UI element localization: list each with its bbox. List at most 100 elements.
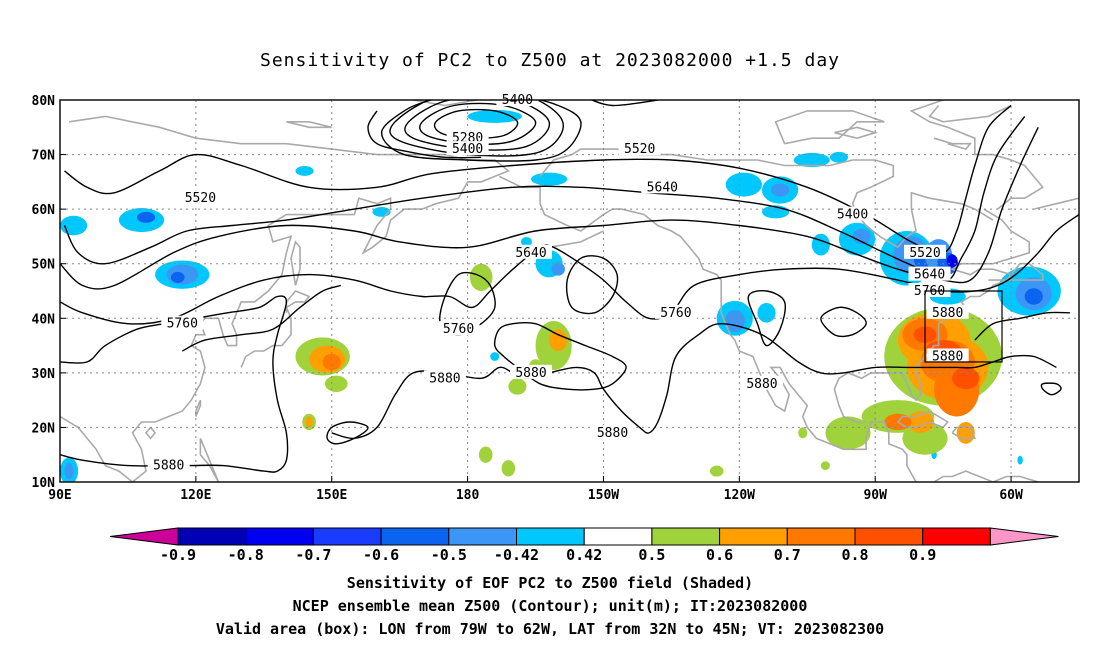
contour-label-bg: [831, 206, 874, 221]
lat-label: 30N: [32, 367, 56, 382]
coastline: [286, 121, 332, 129]
contour-label-bg: [446, 141, 489, 156]
contour-line: [60, 295, 289, 473]
coastline: [1033, 197, 1079, 210]
coastline: [195, 399, 202, 417]
shading-blob: [820, 461, 830, 470]
contour-label: 5880: [429, 371, 460, 386]
latitude-labels: 80N 70N 60N 50N 40N 30N 20N 10N: [32, 94, 66, 491]
contour-label-bg: [496, 92, 539, 106]
colorbar-segment: [583, 527, 653, 546]
contour-label: 5880: [597, 426, 628, 441]
lat-label: 60N: [32, 203, 56, 218]
shading-blob: [551, 262, 565, 276]
shading-blob: [490, 352, 500, 361]
contour-label: 5520: [909, 246, 940, 261]
shading-blob: [725, 172, 762, 197]
colorbar-label: 0.42: [566, 546, 602, 564]
contour-label-bg: [908, 283, 951, 297]
colorbar-label: -0.5: [431, 546, 467, 564]
coastline: [847, 208, 1030, 402]
coastline: [240, 290, 311, 368]
contour-line: [493, 321, 627, 391]
contour-line: [1040, 382, 1062, 396]
contour-label: 5640: [914, 268, 945, 283]
coastline: [60, 115, 510, 482]
contour-label-bg: [179, 190, 222, 205]
shading-blob: [531, 172, 568, 186]
z500-contours: [60, 100, 1079, 473]
lon-label: 150E: [316, 488, 347, 503]
lon-label: 90E: [48, 488, 71, 503]
lat-label: 10N: [32, 476, 56, 491]
contour-label-bg: [618, 141, 661, 156]
contour-line: [326, 421, 369, 445]
colorbar-left-arrow: [109, 527, 179, 546]
contour-line: [63, 115, 1026, 282]
colorbar-segment: [516, 527, 585, 546]
contour-label: 5880: [746, 377, 777, 392]
shading-blob: [501, 460, 516, 477]
contour-label-bg: [926, 348, 969, 363]
shading-blob: [952, 367, 980, 390]
contour-label-bg: [641, 179, 684, 194]
colorbar: -0.9 -0.8 -0.7 -0.6 -0.5 -0.42 0.42 0.5 0.6 0.7 0.…: [109, 527, 1059, 564]
colorbar-label: -0.9: [160, 546, 196, 564]
colorbar-segment: [380, 527, 450, 546]
coastline: [834, 126, 878, 140]
coastline: [290, 240, 301, 286]
shading-blob: [60, 215, 88, 236]
colorbar-label: -0.7: [295, 546, 331, 564]
shading-blob: [825, 416, 871, 450]
colorbar-segment: [786, 527, 856, 546]
contour-label: 5640: [647, 180, 678, 195]
lon-label: 60W: [999, 488, 1023, 503]
contour-line: [419, 102, 537, 145]
contour-label-bg: [654, 304, 697, 319]
contour-label: 5400: [452, 142, 483, 157]
contour-label-bg: [446, 130, 489, 145]
contour-line: [367, 110, 482, 159]
shading-blob: [324, 375, 348, 392]
contour-line: [60, 127, 1039, 290]
contour-line: [433, 108, 519, 140]
lat-label: 50N: [32, 258, 56, 273]
coastline: [774, 110, 885, 145]
colorbar-label: 0.5: [638, 546, 665, 564]
coastline: [896, 410, 949, 429]
shading-blob: [793, 152, 830, 168]
contour-label: 5760: [167, 317, 198, 332]
contour-label-bg: [740, 375, 783, 390]
lon-label: 120W: [724, 488, 755, 503]
shading-blob: [305, 416, 313, 428]
contour-label-bg: [147, 457, 190, 472]
colorbar-segment: [312, 527, 382, 546]
colorbar-label: 0.8: [841, 546, 868, 564]
shading-blob: [64, 462, 74, 480]
gridlines: [60, 100, 1079, 482]
lon-label: 150W: [588, 488, 619, 503]
contour-label: 5400: [837, 208, 868, 223]
contour-label-bg: [437, 321, 480, 336]
colorbar-label: 0.9: [909, 546, 936, 564]
lat-label: 70N: [32, 149, 56, 164]
shading-blob: [170, 271, 185, 283]
colorbar-right-arrow: [989, 527, 1059, 546]
coastline: [833, 372, 867, 423]
contour-label: 5880: [932, 306, 963, 321]
shading-blob: [322, 353, 341, 371]
longitude-labels: 90E 120E 150E 180 150W 120W 90W 60W: [48, 476, 1023, 503]
contour-label: 5880: [932, 349, 963, 364]
shading-blob: [757, 303, 776, 323]
lon-label: 180: [456, 488, 480, 503]
colorbar-label: 0.6: [706, 546, 733, 564]
shading-blob: [1024, 288, 1043, 305]
shading-blob: [549, 329, 568, 352]
colorbar-segment: [719, 527, 788, 546]
contour-line: [747, 290, 786, 347]
shading-blob: [508, 378, 527, 395]
coastline: [144, 426, 157, 440]
